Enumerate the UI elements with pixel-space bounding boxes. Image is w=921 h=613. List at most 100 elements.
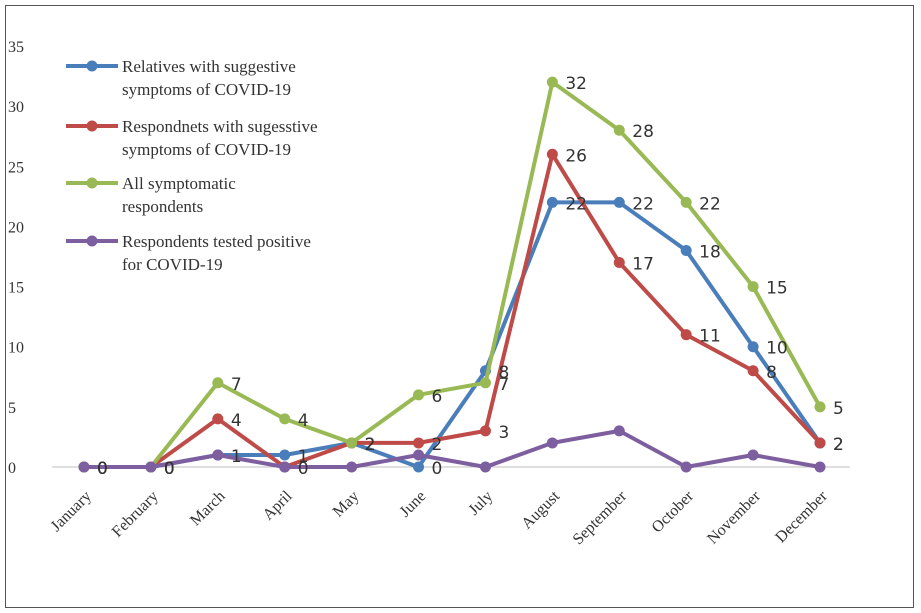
data-point [814, 401, 826, 413]
y-tick-label: 25 [8, 159, 24, 176]
data-label: 17 [632, 255, 654, 275]
data-label: 0 [164, 459, 175, 479]
data-point [346, 437, 358, 449]
x-tick-label: May [330, 488, 363, 521]
data-point [279, 461, 291, 473]
legend-label: respondents [122, 197, 203, 216]
y-tick-label: 5 [8, 400, 16, 417]
y-tick-label: 20 [8, 219, 24, 236]
data-point [814, 437, 826, 449]
x-tick-label: September [570, 487, 631, 548]
x-tick-label: July [465, 488, 496, 519]
data-label: 11 [699, 327, 721, 347]
data-label: 7 [498, 375, 509, 395]
data-label: 7 [231, 375, 242, 395]
data-label: 4 [298, 411, 309, 431]
data-point [747, 281, 759, 293]
data-point [279, 449, 291, 461]
x-tick-label: February [109, 488, 162, 541]
data-point [546, 148, 558, 160]
data-point [212, 449, 224, 461]
data-label: 2 [833, 435, 844, 455]
data-point [814, 461, 826, 473]
y-tick-label: 30 [8, 99, 24, 116]
data-label: 26 [565, 146, 587, 166]
data-label: 1 [231, 447, 242, 467]
legend-marker [86, 235, 98, 247]
data-point [413, 389, 425, 401]
data-point [747, 365, 759, 377]
x-tick-label: October [649, 487, 698, 536]
legend-label: All symptomatic [122, 174, 236, 193]
data-label: 5 [833, 399, 844, 419]
data-point [680, 196, 692, 208]
legend-marker [86, 177, 98, 189]
data-label: 2 [432, 435, 443, 455]
y-tick-label: 15 [8, 280, 24, 297]
data-point [413, 461, 425, 473]
data-label: 2 [365, 435, 376, 455]
data-label: 28 [632, 122, 654, 142]
data-label: 2 [365, 435, 376, 455]
data-point [747, 341, 759, 353]
data-point [613, 196, 625, 208]
data-label: 4 [231, 411, 242, 431]
data-label: 8 [766, 363, 777, 383]
data-label: 0 [432, 459, 443, 479]
data-point [279, 413, 291, 425]
data-label: 22 [565, 194, 587, 214]
data-point [145, 461, 157, 473]
data-label: 6 [432, 387, 443, 407]
legend-label: symptoms of COVID-19 [122, 140, 291, 159]
data-label: 2 [365, 435, 376, 455]
data-label: 8 [498, 363, 509, 383]
data-label: 2 [833, 435, 844, 455]
legend-label: for COVID-19 [122, 255, 223, 274]
legend-label: Relatives with suggestive [122, 57, 296, 76]
data-point [680, 244, 692, 256]
data-point [413, 449, 425, 461]
data-point [680, 329, 692, 341]
x-tick-label: April [260, 487, 296, 523]
data-point [78, 461, 90, 473]
data-point [546, 196, 558, 208]
data-point [346, 461, 358, 473]
data-point [212, 413, 224, 425]
data-label: 3 [498, 423, 509, 443]
y-tick-label: 0 [8, 460, 16, 477]
data-label: 15 [766, 279, 788, 299]
series-line-2 [82, 80, 822, 469]
data-point [479, 461, 491, 473]
data-label: 0 [97, 459, 108, 479]
x-tick-label: August [518, 487, 563, 532]
data-point [546, 76, 558, 88]
data-label: 0 [298, 459, 309, 479]
legend-label: Respondnets with sugesstive [122, 117, 318, 136]
data-label: 0 [164, 459, 175, 479]
legend-label: Respondents tested positive [122, 232, 311, 251]
series-line-1 [82, 152, 822, 469]
data-point [747, 449, 759, 461]
x-tick-label: December [772, 487, 831, 546]
data-point [479, 377, 491, 389]
data-label: 10 [766, 339, 788, 359]
data-point [546, 437, 558, 449]
data-point [413, 437, 425, 449]
legend-marker [86, 60, 98, 72]
data-label: 1 [298, 447, 309, 467]
data-point [613, 425, 625, 437]
data-point [613, 124, 625, 136]
x-tick-label: January [48, 488, 95, 535]
legend-marker [86, 120, 98, 132]
data-label: 0 [164, 459, 175, 479]
x-tick-label: March [187, 488, 229, 530]
data-point [212, 377, 224, 389]
y-tick-label: 35 [8, 39, 24, 56]
data-point [479, 425, 491, 437]
data-label: 22 [632, 194, 654, 214]
data-label: 22 [699, 194, 721, 214]
data-label: 0 [97, 459, 108, 479]
x-tick-label: November [704, 487, 764, 547]
data-label: 32 [565, 74, 587, 94]
